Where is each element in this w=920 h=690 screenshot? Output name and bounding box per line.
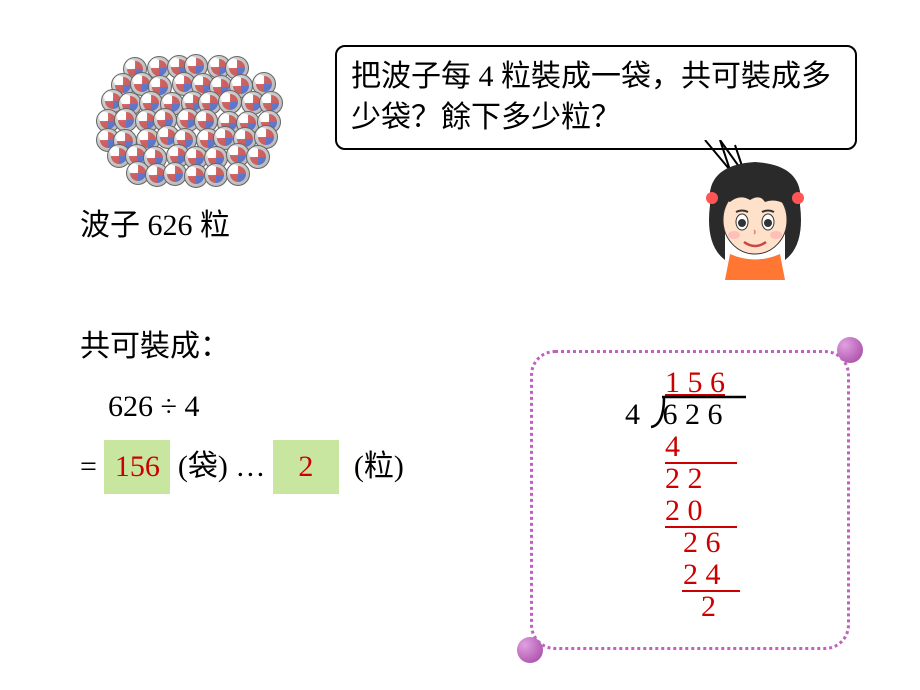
ld-remainder: 2 — [625, 592, 725, 624]
marbles-count-label: 波子 626 粒 — [80, 200, 230, 244]
long-division-panel: 1 5 6 4 6 2 6 4 2 2 2 0 2 6 2 4 2 — [530, 350, 850, 650]
ellipsis: … — [235, 450, 265, 483]
girl-illustration — [690, 150, 820, 280]
division-expression: 626 ÷ 4 — [80, 380, 404, 434]
ld-step3-sub: 2 4 — [625, 560, 725, 592]
equals-sign: = — [80, 450, 97, 483]
question-bubble: 把波子每 4 粒裝成一袋，共可裝成多少袋？餘下多少粒？ — [335, 45, 857, 150]
underline — [682, 590, 740, 592]
result-line: = 156 (袋) … 2 (粒) — [80, 440, 404, 494]
question-text: 把波子每 4 粒裝成一袋，共可裝成多少袋？餘下多少粒？ — [351, 60, 831, 134]
ld-step2-res: 2 6 — [625, 528, 725, 560]
remainder-value: 2 — [273, 440, 339, 494]
ld-step1-res: 2 2 — [625, 464, 725, 496]
underline — [665, 462, 737, 464]
solution-block: 共可裝成： 626 ÷ 4 = 156 (袋) … 2 (粒) — [80, 320, 404, 494]
underline — [665, 526, 737, 528]
quotient-unit: (袋) — [178, 450, 228, 483]
marbles-cluster: (function(){ var c = document.currentScr… — [85, 55, 275, 185]
corner-ball-icon — [517, 637, 543, 663]
ld-step2-sub: 2 0 — [625, 496, 725, 528]
solution-heading: 共可裝成： — [80, 320, 404, 374]
division-bracket — [646, 385, 766, 440]
corner-ball-icon — [837, 337, 863, 363]
remainder-unit: (粒) — [354, 450, 404, 483]
quotient-value: 156 — [104, 440, 170, 494]
